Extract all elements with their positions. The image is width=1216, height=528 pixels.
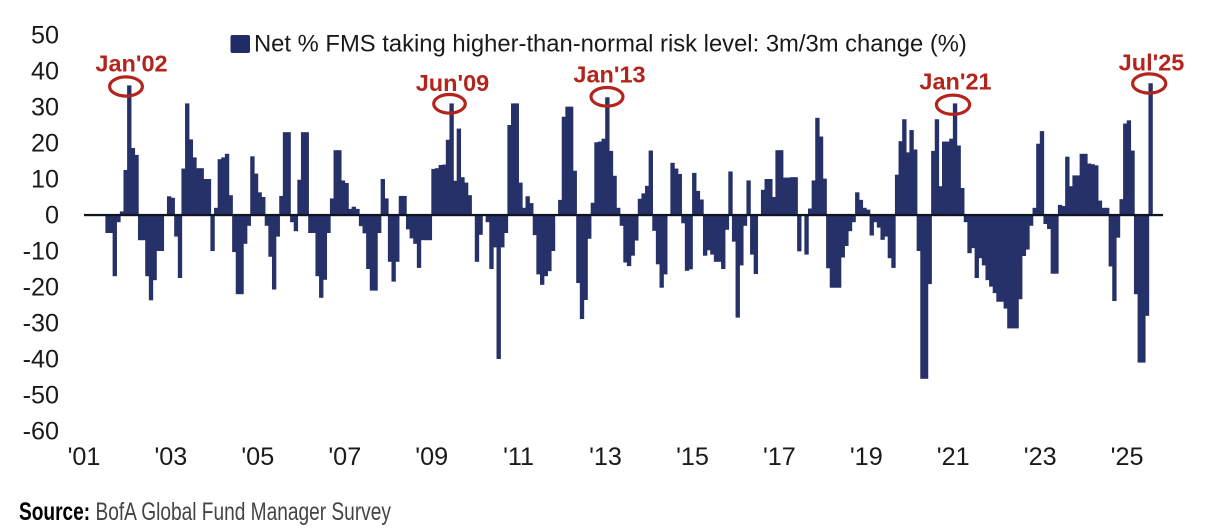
svg-text:'05: '05	[241, 443, 274, 471]
svg-text:'13: '13	[589, 443, 622, 471]
svg-text:Jun'09: Jun'09	[416, 70, 490, 96]
svg-text:Jan'02: Jan'02	[95, 51, 167, 77]
svg-text:-60: -60	[23, 418, 59, 446]
svg-text:-30: -30	[23, 310, 59, 338]
svg-text:-50: -50	[23, 382, 59, 410]
svg-text:40: 40	[31, 58, 59, 86]
svg-text:0: 0	[45, 202, 59, 230]
svg-text:-20: -20	[23, 274, 59, 302]
svg-text:-40: -40	[23, 346, 59, 374]
svg-text:'01: '01	[68, 443, 101, 471]
svg-text:'21: '21	[937, 443, 970, 471]
svg-text:'09: '09	[415, 443, 448, 471]
svg-text:-10: -10	[23, 238, 59, 266]
svg-text:'11: '11	[503, 443, 534, 471]
svg-text:'19: '19	[850, 443, 883, 471]
svg-text:Jul'25: Jul'25	[1119, 50, 1185, 76]
svg-text:20: 20	[31, 130, 59, 158]
svg-text:30: 30	[31, 94, 59, 122]
svg-text:'03: '03	[154, 443, 187, 471]
svg-text:Jan'13: Jan'13	[573, 62, 645, 88]
svg-text:'25: '25	[1111, 443, 1144, 471]
svg-text:Source: BofA Global Fund Manag: Source: BofA Global Fund Manager Survey	[19, 498, 392, 526]
svg-text:'17: '17	[763, 443, 796, 471]
svg-text:10: 10	[31, 166, 59, 194]
svg-text:'07: '07	[328, 443, 361, 471]
svg-text:50: 50	[31, 22, 59, 50]
svg-text:'23: '23	[1024, 443, 1057, 471]
svg-text:Jan'21: Jan'21	[919, 69, 991, 95]
svg-text:Net % FMS taking higher-than-n: Net % FMS taking higher-than-normal risk…	[254, 31, 967, 58]
svg-text:'15: '15	[676, 443, 709, 471]
